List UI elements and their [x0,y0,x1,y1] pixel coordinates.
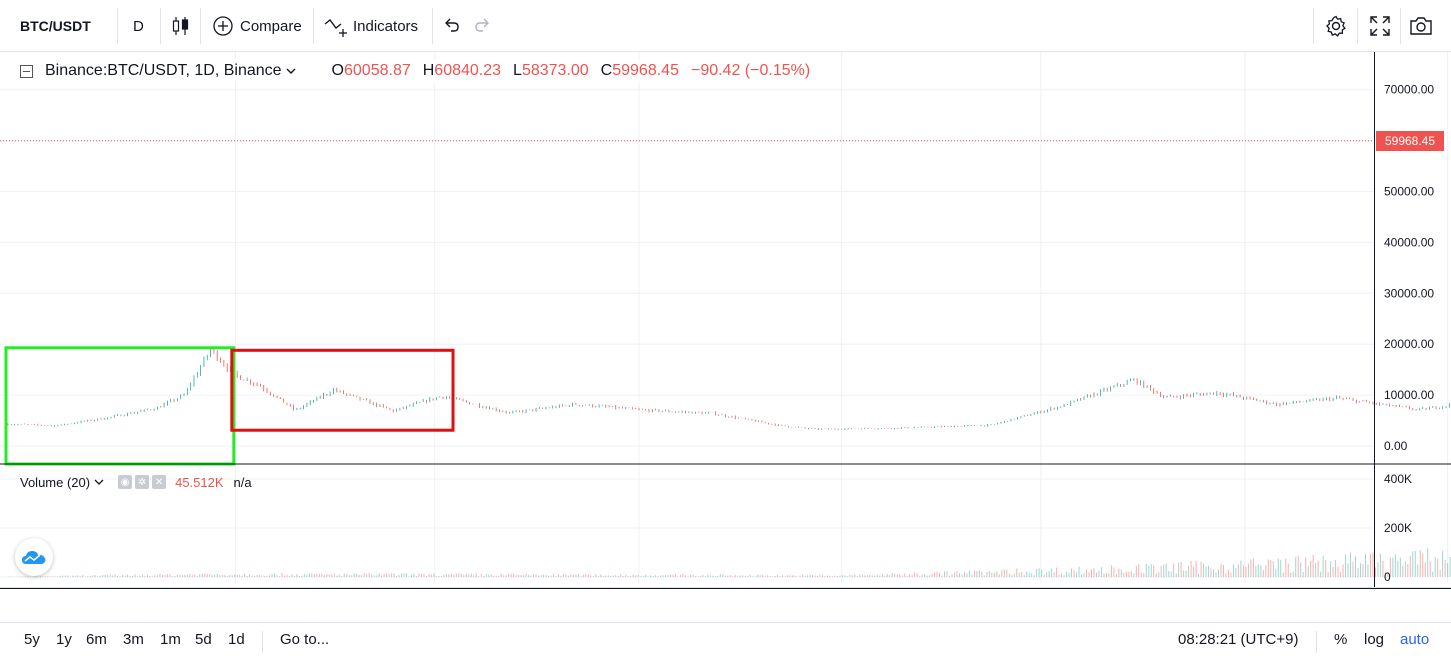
chevron-down-icon[interactable] [285,65,297,77]
y-tick-label: 10000.00 [1384,388,1434,402]
volume-series [7,548,1451,577]
volume-title[interactable]: Volume (20) [20,474,91,490]
snapshot-button[interactable] [1408,7,1434,45]
y-tick-label: 0.00 [1384,439,1408,453]
goto-button[interactable]: Go to... [280,631,330,648]
gear-icon[interactable]: ✲ [135,475,150,489]
toolbar-divider [200,8,201,44]
volume-tick-label: 200K [1384,521,1412,535]
log-toggle[interactable]: log [1364,631,1385,648]
redo-button[interactable] [472,7,492,45]
camera-icon [1410,17,1432,35]
tradingview-logo[interactable] [15,538,53,576]
indicators-icon [324,19,347,37]
auto-toggle[interactable]: auto [1400,631,1430,648]
volume-tick-label: 400K [1384,472,1412,486]
last-price-label: 59968.45 [1376,130,1444,151]
symbol-search-button[interactable]: BTC/USDT [20,18,91,34]
chart-canvas[interactable]: 70000.0060000.0050000.0040000.0030000.00… [0,52,1451,589]
percent-toggle[interactable]: % [1334,631,1348,648]
range-button-5y[interactable]: 5y [24,631,40,648]
plus-circle-icon [213,16,233,36]
range-button-1y[interactable]: 1y [56,631,72,648]
toolbar-divider [313,8,314,44]
indicators-label: Indicators [353,17,419,35]
volume-legend: Volume (20) ◉ ✲ ✕ 45.512K n/a [20,472,252,492]
toolbar-divider [1400,8,1401,44]
fullscreen-button[interactable] [1369,7,1391,45]
y-tick-label: 50000.00 [1384,185,1434,199]
interval-button[interactable]: D [133,17,144,35]
volume-tick-label: 0 [1384,570,1391,584]
toolbar-divider [432,8,433,44]
range-button-3m[interactable]: 3m [123,631,144,648]
y-tick-label: 70000.00 [1384,83,1434,97]
range-button-6m[interactable]: 6m [86,631,107,648]
toolbar-divider [1313,8,1314,44]
cloud-logo-icon [22,551,46,564]
y-tick-label: 40000.00 [1384,235,1434,249]
red-highlight-box [230,348,455,432]
range-button-1m[interactable]: 1m [160,631,181,648]
close-icon[interactable]: ✕ [152,475,167,489]
green-highlight-box [4,346,236,466]
toolbar-divider [1316,631,1317,653]
series-title[interactable]: Binance:BTC/USDT, 1D, Binance [45,62,282,79]
redo-icon [475,18,489,32]
change-value: −90.42 (−0.15%) [690,62,811,79]
chart-area[interactable]: 70000.0060000.0050000.0040000.0030000.00… [0,52,1451,589]
range-button-5d[interactable]: 5d [195,631,212,648]
toolbar-divider [1357,8,1358,44]
axes: 70000.0060000.0050000.0040000.0030000.00… [0,52,1451,589]
volume-value: 45.512K [175,474,224,490]
undo-button[interactable] [442,7,462,45]
low-value: 58373.00 [521,62,589,79]
chevron-down-icon[interactable] [94,477,104,487]
fullscreen-icon [1370,16,1390,36]
open-value: 60058.87 [344,62,411,79]
high-value: 60840.23 [434,62,502,79]
high-key: H [422,62,435,79]
bottom-toolbar: 5y 1y 6m 3m 1m 5d 1d Go to... 08:28:21 (UTC+9)… [0,622,1451,662]
low-key: L [513,62,522,79]
toolbar-divider [262,631,263,653]
close-key: C [600,62,613,79]
range-button-1d[interactable]: 1d [228,631,245,648]
chart-style-button[interactable] [170,7,192,45]
annotation-boxes [4,346,455,466]
main-legend: Binance:BTC/USDT, 1D, Binance O 60058.87… [20,60,823,82]
y-tick-label: 20000.00 [1384,337,1434,351]
compare-label: Compare [240,17,302,35]
collapse-legend-icon[interactable] [20,64,33,78]
top-toolbar: BTC/USDT D Compare Indicators [0,0,1451,52]
clock[interactable]: 08:28:21 (UTC+9) [1178,631,1299,648]
y-tick-label: 30000.00 [1384,286,1434,300]
open-key: O [331,62,344,79]
compare-button[interactable]: Compare [212,7,302,45]
toolbar-divider [160,8,161,44]
volume-extra: n/a [233,474,252,490]
eye-icon[interactable]: ◉ [118,475,133,489]
gear-icon [1326,15,1346,37]
undo-icon [445,18,459,32]
price-series [0,140,1450,430]
settings-button[interactable] [1324,7,1348,45]
toolbar-divider [117,8,118,44]
candles-icon [172,17,189,35]
grid-lines [0,52,1449,583]
indicators-button[interactable]: Indicators [323,7,418,45]
close-value: 59968.45 [612,62,679,79]
